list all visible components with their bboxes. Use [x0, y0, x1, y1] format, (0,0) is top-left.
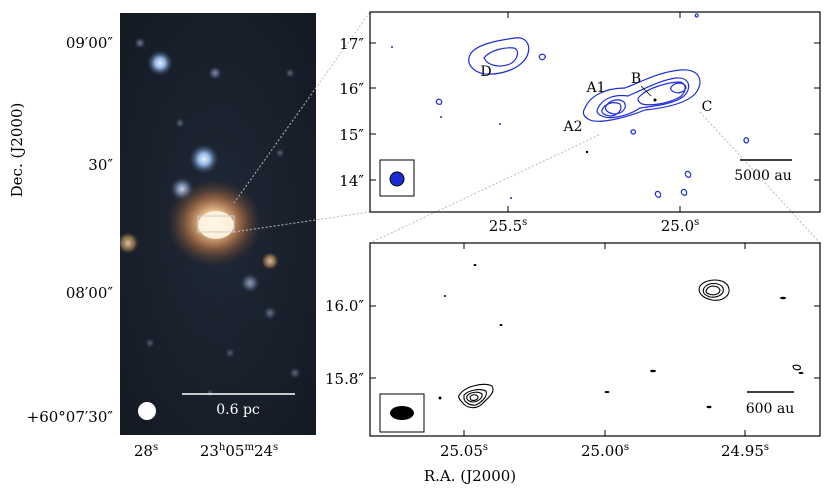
zoom-connector [699, 111, 821, 244]
source-label-d: D [480, 64, 491, 80]
left-dec-tick: 09′00″ [66, 34, 114, 52]
top-x-tick: 25.5s [489, 217, 528, 235]
zoom-connector [233, 211, 371, 233]
bottom-x-tick: 25.05s [440, 442, 488, 460]
optical-image: 0.6 pc [117, 13, 316, 435]
top-scalebar-label: 5000 au [734, 168, 791, 184]
bottom-y-tick: 16.0″ [325, 297, 364, 315]
bottom-beam-marker [390, 406, 414, 420]
beam-marker [138, 402, 156, 420]
source-label-a2: A2 [562, 119, 582, 135]
optical-image-panel: 0.6 pc [117, 13, 316, 435]
top-beam-marker [389, 171, 405, 187]
zoom-box [197, 215, 235, 233]
left-dec-axis-title: Dec. (J2000) [8, 103, 26, 198]
source-label-b: B [631, 71, 641, 87]
bottom-x-axis-title: R.A. (J2000) [424, 467, 516, 485]
bottom-x-tick: 25.00s [581, 442, 629, 460]
bottom-x-tick: 24.95s [721, 442, 769, 460]
scalebar-label: 0.6 pc [216, 402, 260, 418]
left-dec-tick: +60°07′30″ [27, 408, 114, 426]
top-y-tick: 14″ [339, 172, 364, 190]
left-dec-tick: 30″ [88, 156, 113, 174]
bottom-scalebar-label: 600 au [746, 401, 795, 417]
blue-contours [435, 13, 750, 198]
source-label-c: C [702, 99, 713, 115]
source-label-a1: A1 [585, 80, 605, 96]
top-y-tick: 17″ [339, 35, 364, 53]
left-dec-tick: 08′00″ [66, 284, 114, 302]
black-contour-specks [438, 264, 804, 409]
top-y-tick: 15″ [339, 126, 364, 144]
zoom-connector [233, 11, 371, 204]
top-right-frame [369, 11, 821, 213]
top-y-tick: 16″ [339, 80, 364, 98]
left-ra-tick: 28s [134, 442, 158, 460]
top-x-tick: 25.0s [661, 217, 700, 235]
left-ra-tick: 23h05m24s [200, 442, 278, 460]
bottom-right-frame [369, 242, 821, 437]
bottom-y-tick: 15.8″ [325, 370, 364, 388]
black-contours [458, 279, 801, 409]
